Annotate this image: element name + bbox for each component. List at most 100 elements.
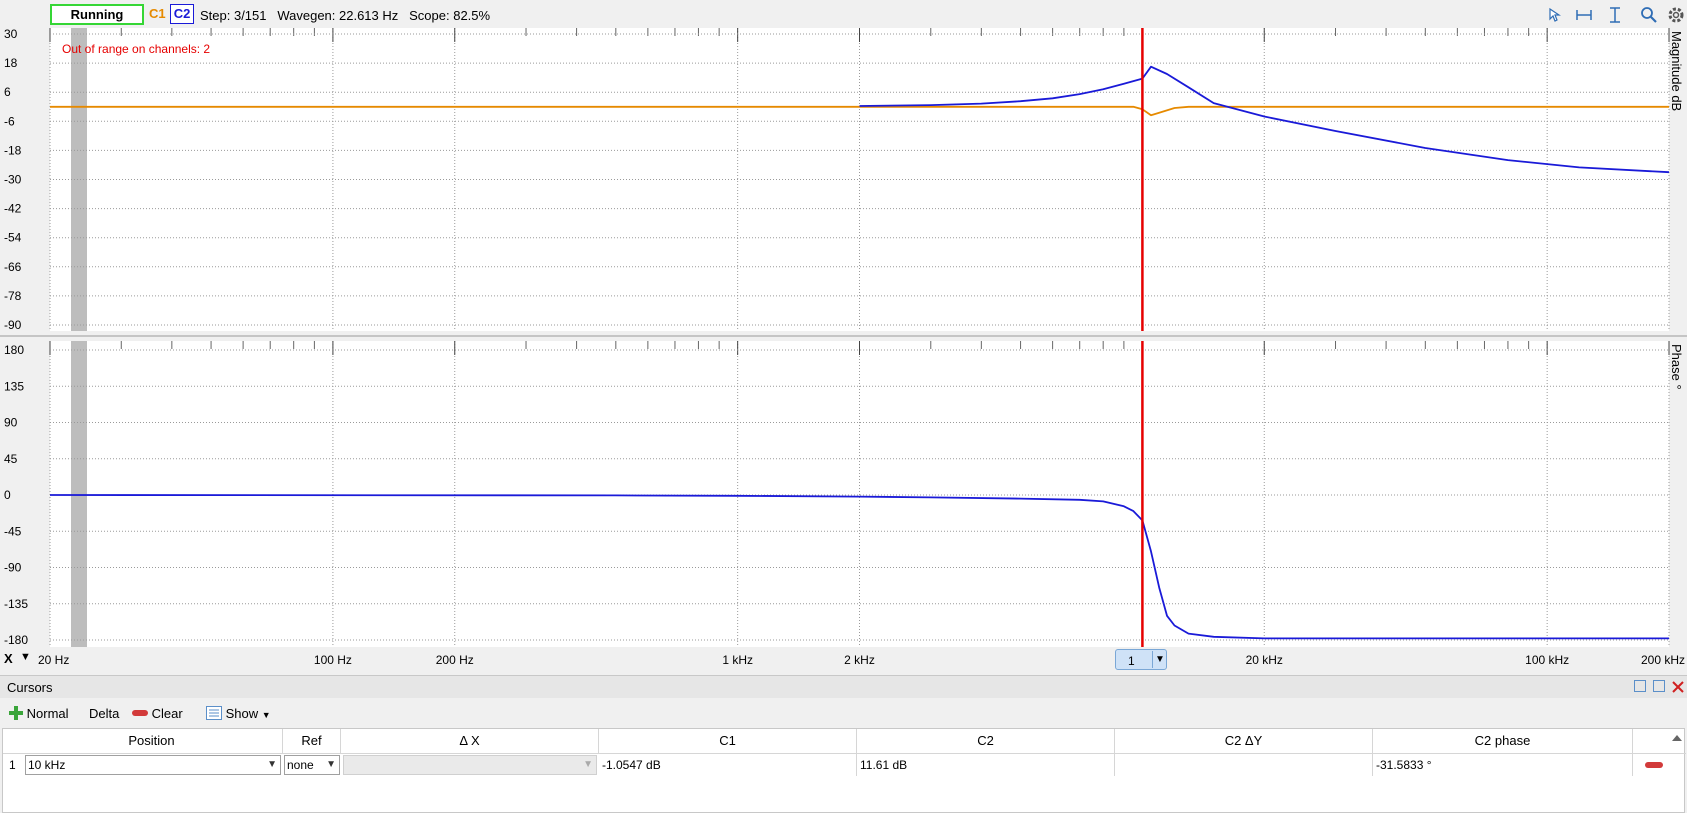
out-of-range-warning: Out of range on channels: 2	[62, 42, 210, 56]
y-tick-label: 135	[4, 379, 24, 393]
settings-icon[interactable]	[1667, 6, 1685, 24]
remove-icon	[132, 710, 148, 716]
chevron-down-icon: ▼	[267, 759, 277, 770]
series-line-c2	[859, 65, 1670, 174]
step-text: Step: 3/151	[200, 8, 267, 23]
zoom-icon[interactable]	[1640, 6, 1658, 24]
table-header: Position Ref Δ X C1 C2 C2 ΔY C2 phase	[3, 729, 1686, 754]
top-toolbar: Running C1 C2 Step: 3/151 Wavegen: 22.61…	[0, 0, 1687, 30]
dead-band-marker	[71, 28, 87, 331]
y-tick-label: -90	[4, 561, 22, 575]
x-axis-bar: X ▼ 20 Hz 100 Hz 200 Hz 1 kHz 2 kHz 20 kHz 100…	[0, 647, 1687, 673]
c2-phase-value: -31.5833 °	[1373, 754, 1633, 776]
y-tick-label: -78	[4, 289, 22, 303]
cursors-panel-title: Cursors	[7, 680, 53, 695]
magnitude-axis-label: Magnitude dB	[1669, 31, 1684, 111]
run-stop-button[interactable]: Running	[50, 4, 144, 25]
channel-2-toggle[interactable]: C2	[170, 4, 194, 24]
maximize-panel-icon[interactable]	[1653, 680, 1665, 692]
series-line-c2	[49, 494, 1669, 640]
y-tick-label: -66	[4, 260, 22, 274]
column-header-position[interactable]: Position	[21, 729, 283, 753]
y-tick-label: -45	[4, 524, 22, 538]
y-tick-label: -54	[4, 231, 22, 245]
y-tick-label: 30	[4, 28, 18, 41]
show-menu-button[interactable]: Show ▼	[206, 706, 271, 721]
x-tick-label: 200 Hz	[435, 653, 474, 667]
position-select[interactable]: 10 kHz ▼	[25, 755, 281, 775]
chevron-down-icon: ▼	[326, 759, 336, 770]
plus-icon	[9, 706, 23, 720]
dead-band-marker	[71, 341, 87, 647]
clear-cursors-button[interactable]: Clear	[132, 706, 183, 721]
channel-1-toggle[interactable]: C1	[149, 6, 166, 21]
delta-label: Delta	[89, 706, 120, 721]
column-header-c2[interactable]: C2	[857, 729, 1115, 753]
cursor-tag-number: 1	[1128, 654, 1135, 668]
cursor-icon[interactable]	[1545, 6, 1563, 24]
chevron-down-icon: ▼	[261, 710, 271, 720]
y-tick-label: -42	[4, 202, 22, 216]
x-tick-label: 200 kHz	[1640, 653, 1685, 667]
y-tick-label: 18	[4, 56, 18, 70]
y-tick-label: -90	[4, 318, 22, 332]
clear-label: Clear	[151, 706, 183, 721]
column-header-ref[interactable]: Ref	[283, 729, 341, 753]
x-tick-label: 2 kHz	[844, 653, 875, 667]
add-normal-cursor-button[interactable]: Normal	[9, 706, 69, 721]
x-tick-label: 100 kHz	[1525, 653, 1570, 667]
x-tick-label: 100 Hz	[313, 653, 352, 667]
column-header-delta-x[interactable]: Δ X	[341, 729, 599, 753]
plot-series	[49, 65, 1670, 640]
series-line-c1	[50, 105, 1669, 117]
y-tick-label: 180	[4, 343, 24, 357]
remove-cursor-icon[interactable]	[1645, 761, 1663, 769]
status-text: Step: 3/151 Wavegen: 22.613 Hz Scope: 82…	[200, 8, 490, 23]
wavegen-text: Wavegen: 22.613 Hz	[277, 8, 399, 23]
cursors-toolbar: Normal Delta Clear Show ▼	[0, 698, 1687, 728]
y-tick-label: 90	[4, 416, 18, 430]
delta-x-select: ▼	[343, 755, 597, 775]
restore-panel-icon[interactable]	[1634, 680, 1646, 692]
y-tick-labels: 30 18 6 -6 -18 -30 -42 -54 -66 -78 -90 180 135 90 45 0 -…	[4, 28, 28, 647]
x-tick-label: 1 kHz	[722, 653, 753, 667]
close-icon[interactable]	[1671, 680, 1685, 694]
y-tick-label: -30	[4, 173, 22, 187]
vertical-fit-icon[interactable]	[1606, 6, 1624, 24]
scroll-up-icon[interactable]	[1672, 735, 1682, 741]
list-icon	[206, 706, 222, 720]
column-header-c1[interactable]: C1	[599, 729, 857, 753]
show-label: Show	[225, 706, 259, 721]
row-index: 1	[9, 758, 16, 772]
x-axis-dropdown-icon[interactable]: ▼	[20, 651, 31, 663]
position-value: 10 kHz	[28, 758, 66, 772]
phase-axis-label: Phase °	[1669, 344, 1684, 390]
y-tick-label: -18	[4, 143, 22, 157]
scope-text: Scope: 82.5%	[409, 8, 491, 23]
ref-value: none	[287, 758, 314, 772]
x-axis-button[interactable]: X	[4, 651, 13, 666]
bode-plot[interactable]: 30 18 6 -6 -18 -30 -42 -54 -66 -78 -90 180 135 90 45 0 -…	[0, 28, 1687, 647]
chevron-down-icon[interactable]: ▼	[1152, 651, 1167, 668]
normal-label: Normal	[26, 706, 69, 721]
y-tick-label: -6	[4, 114, 15, 128]
ref-select[interactable]: none ▼	[284, 755, 340, 775]
c2-delta-y-value	[1115, 754, 1373, 776]
add-delta-cursor-button[interactable]: Delta	[89, 706, 119, 721]
c2-value: 11.61 dB	[857, 754, 1115, 776]
column-header-c2-phase[interactable]: C2 phase	[1373, 729, 1633, 753]
horizontal-fit-icon[interactable]	[1575, 6, 1593, 24]
y-tick-label: 0	[4, 488, 11, 502]
column-header-c2-delta-y[interactable]: C2 ΔY	[1115, 729, 1373, 753]
chevron-down-icon: ▼	[583, 759, 593, 770]
x-tick-label: 20 kHz	[1245, 653, 1283, 667]
cursors-panel-header: Cursors	[0, 675, 1687, 699]
y-tick-label: 45	[4, 452, 18, 466]
column-header-actions	[1633, 729, 1673, 753]
c1-value: -1.0547 dB	[599, 754, 857, 776]
y-tick-label: 6	[4, 85, 11, 99]
y-tick-label: -135	[4, 597, 28, 611]
y-tick-label: -180	[4, 633, 28, 647]
x-tick-label: 20 Hz	[38, 653, 70, 667]
cursor-tag[interactable]: 1 ▼	[1115, 649, 1167, 670]
